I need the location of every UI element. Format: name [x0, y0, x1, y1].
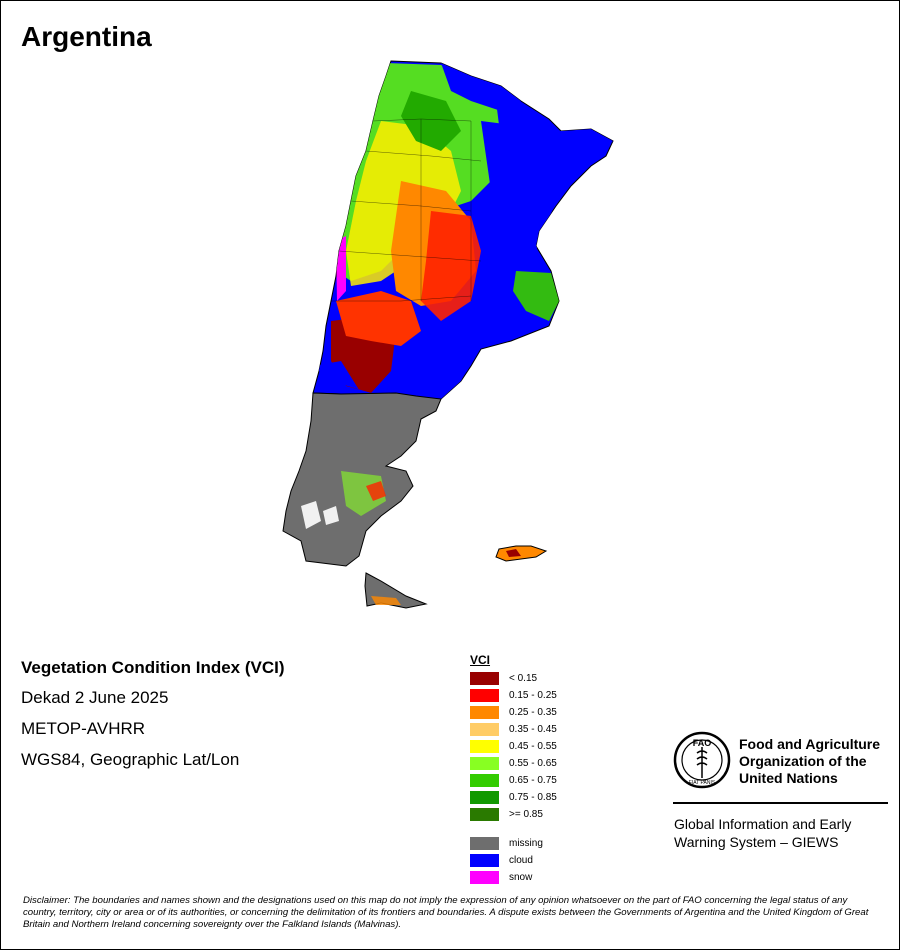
legend-item: 0.15 - 0.25: [470, 687, 557, 704]
vegetation-patches-south: [341, 471, 386, 516]
legend-swatch: [470, 837, 499, 850]
fao-divider: [673, 802, 888, 804]
map-info: Vegetation Condition Index (VCI) Dekad 2…: [21, 658, 285, 781]
vegetation-red-area: [421, 211, 481, 321]
falkland-islands-dark: [506, 549, 521, 557]
fao-logo-icon: FAO FIAT PANIS: [673, 731, 731, 789]
legend-label: 0.65 - 0.75: [509, 775, 557, 786]
legend-swatch: [470, 740, 499, 753]
legend-label: 0.75 - 0.85: [509, 792, 557, 803]
fao-name-line3: United Nations: [739, 770, 838, 786]
legend-swatch: [470, 706, 499, 719]
period-label: Dekad 2 June 2025: [21, 688, 169, 707]
legend-swatch: [470, 854, 499, 867]
legend-item: 0.65 - 0.75: [470, 772, 557, 789]
legend-item: 0.75 - 0.85: [470, 789, 557, 806]
legend-label: 0.15 - 0.25: [509, 690, 557, 701]
legend-swatch: [470, 757, 499, 770]
fao-logo-text: FAO: [693, 738, 712, 748]
falkland-islands: [495, 545, 548, 562]
legend-label: 0.25 - 0.35: [509, 707, 557, 718]
legend-item: snow: [470, 869, 557, 886]
legend-item: missing: [470, 835, 557, 852]
snow-west-edge: [336, 236, 346, 301]
disclaimer-text: Disclaimer: The boundaries and names sho…: [23, 895, 869, 930]
legend-label: < 0.15: [509, 673, 538, 684]
vci-legend: VCI < 0.15 0.15 - 0.25 0.25 - 0.35 0.35 - 0…: [470, 653, 557, 886]
legend-title: VCI: [470, 653, 491, 667]
legend-special: missing cloud snow: [470, 835, 557, 886]
northern-region: [312, 60, 614, 400]
fao-name-line1: Food and Agriculture: [739, 736, 881, 752]
tierra-del-fuego-veg: [371, 596, 401, 605]
legend-swatch: [470, 723, 499, 736]
cloud-east: [471, 121, 613, 351]
cloud-south: [313, 346, 471, 399]
legend-item: 0.35 - 0.45: [470, 721, 557, 738]
legend-swatch: [470, 774, 499, 787]
legend-classes: < 0.15 0.15 - 0.25 0.25 - 0.35 0.35 - 0.45 0…: [470, 670, 557, 823]
legend-label: 0.45 - 0.55: [509, 741, 557, 752]
legend-label: missing: [509, 838, 543, 849]
fao-name-line2: Organization of the: [739, 753, 867, 769]
missing-white-patches: [301, 501, 339, 529]
map-title: Argentina: [21, 21, 152, 52]
argentina-vci-map: [282, 60, 614, 609]
fao-logo-motto: FIAT PANIS: [689, 780, 716, 786]
legend-item: < 0.15: [470, 670, 557, 687]
legend-item: 0.25 - 0.35: [470, 704, 557, 721]
legend-label: 0.35 - 0.45: [509, 724, 557, 735]
legend-label: snow: [509, 872, 533, 883]
giews-line1: Global Information and Early: [674, 816, 852, 832]
legend-label: cloud: [509, 855, 533, 866]
vegetation-red-west: [336, 291, 421, 346]
legend-swatch: [470, 871, 499, 884]
legend-swatch: [470, 791, 499, 804]
legend-item: >= 0.85: [470, 806, 557, 823]
legend-swatch: [470, 672, 499, 685]
province-boundaries: [331, 118, 482, 302]
fao-name: Food and Agriculture Organization of the…: [739, 736, 880, 787]
legend-swatch: [470, 689, 499, 702]
sensor-label: METOP-AVHRR: [21, 719, 146, 738]
product-name: Vegetation Condition Index (VCI): [21, 658, 285, 677]
legend-label: 0.55 - 0.65: [509, 758, 557, 769]
cloud-north: [441, 63, 521, 111]
projection-label: WGS84, Geographic Lat/Lon: [21, 750, 240, 769]
legend-item: 0.45 - 0.55: [470, 738, 557, 755]
patagonia-region: [282, 392, 442, 567]
legend-label: >= 0.85: [509, 809, 543, 820]
vegetation-patches-south-red: [366, 481, 386, 501]
giews-label: Global Information and Early Warning Sys…: [674, 815, 889, 851]
vegetation-green-east: [513, 271, 559, 321]
giews-line2: Warning System – GIEWS: [674, 834, 839, 850]
legend-swatch: [470, 808, 499, 821]
vegetation-green-ne: [401, 91, 461, 151]
legend-item: cloud: [470, 852, 557, 869]
legend-item: 0.55 - 0.65: [470, 755, 557, 772]
